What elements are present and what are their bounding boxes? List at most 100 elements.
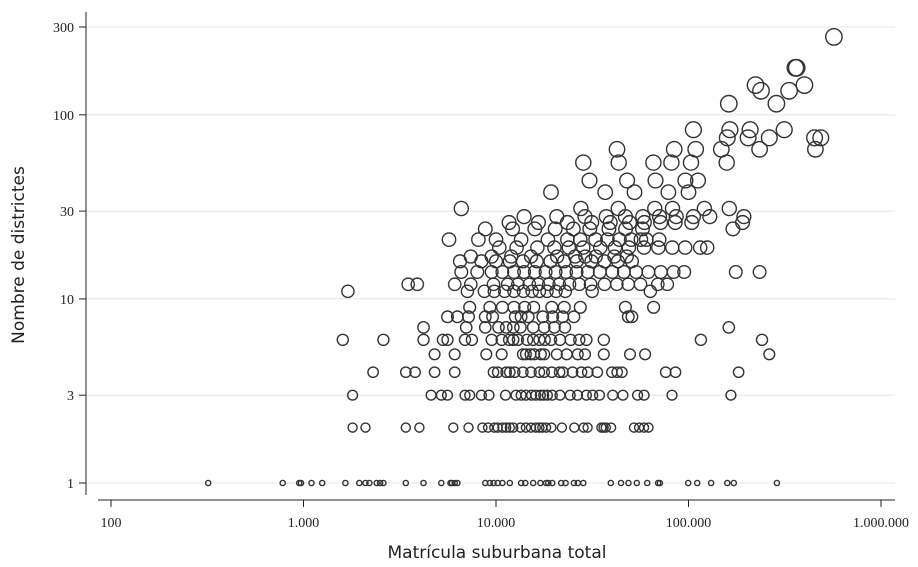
data-point [739, 129, 757, 147]
data-point [527, 264, 542, 280]
data-point [591, 366, 604, 379]
data-point [760, 129, 778, 147]
data-point [477, 221, 493, 237]
data-point [525, 389, 538, 401]
data-point [625, 310, 639, 324]
data-point [517, 264, 532, 280]
data-point [692, 240, 708, 255]
data-point [633, 479, 641, 487]
data-point [522, 277, 537, 292]
data-point [451, 479, 459, 487]
data-point [597, 348, 610, 361]
data-point [550, 348, 563, 361]
data-point [570, 479, 578, 487]
data-point [580, 479, 587, 487]
data-point [420, 479, 427, 487]
data-point [787, 58, 806, 77]
data-point [518, 300, 532, 314]
data-point [571, 389, 584, 401]
data-point [605, 422, 617, 433]
data-point [665, 240, 680, 255]
data-point [567, 310, 581, 324]
data-point [540, 232, 556, 247]
data-point [580, 333, 593, 347]
data-point [557, 300, 571, 314]
data-point [517, 479, 525, 487]
data-point [487, 284, 502, 299]
x-tick-label: 10.000 [477, 516, 516, 531]
data-point [607, 479, 615, 487]
data-point [647, 172, 664, 189]
data-point [684, 214, 700, 231]
data-point [499, 479, 506, 487]
data-point [636, 240, 652, 255]
data-point [609, 277, 624, 292]
data-point [549, 479, 556, 487]
data-point [516, 208, 532, 225]
data-point [508, 366, 521, 379]
data-point [578, 249, 593, 264]
data-point [628, 422, 640, 433]
data-point [534, 348, 547, 361]
data-point [666, 264, 681, 280]
data-point [448, 348, 461, 361]
data-point [347, 422, 358, 433]
data-point [522, 479, 529, 487]
data-point [530, 214, 546, 231]
data-point [560, 348, 573, 361]
data-point [507, 300, 521, 314]
data-point [617, 389, 629, 401]
y-tick-label: 1 [67, 477, 74, 492]
data-point [580, 389, 593, 401]
data-point [428, 348, 441, 361]
data-point [587, 389, 599, 401]
data-point [448, 422, 459, 433]
data-point [507, 333, 520, 347]
data-point [462, 310, 476, 324]
data-point [573, 300, 587, 314]
data-point [666, 389, 678, 401]
data-point [489, 422, 500, 433]
data-point [508, 422, 519, 433]
data-point [204, 479, 212, 487]
data-point [564, 333, 577, 347]
data-point [643, 422, 654, 433]
x-tick-label: 1.000.000 [853, 516, 909, 531]
data-point [487, 366, 500, 379]
data-point [414, 422, 425, 433]
data-point [362, 479, 369, 487]
data-point [486, 479, 494, 487]
data-point [536, 310, 550, 324]
y-tick-label: 300 [53, 21, 74, 36]
y-axis-title: Nombre de districtes [9, 166, 29, 344]
data-point [542, 479, 550, 487]
data-point [806, 140, 824, 158]
x-tick-label: 100.000 [666, 516, 712, 531]
x-axis-title: Matrícula suburbana total [388, 543, 607, 563]
data-point [646, 300, 661, 314]
data-point [593, 389, 606, 401]
data-point [583, 277, 598, 292]
data-point [549, 284, 563, 299]
data-point [573, 333, 586, 347]
data-point [441, 310, 455, 324]
data-point [484, 249, 499, 264]
data-point [653, 214, 669, 231]
data-point [651, 208, 668, 225]
data-point [601, 221, 617, 237]
data-point [719, 94, 738, 113]
data-point [578, 422, 589, 433]
data-point [308, 479, 315, 487]
data-point [653, 264, 668, 280]
data-point [463, 422, 474, 433]
data-point [336, 333, 350, 347]
data-point [509, 240, 524, 255]
data-point [502, 333, 516, 347]
data-point [491, 366, 504, 379]
data-point [624, 254, 640, 269]
data-point [600, 232, 615, 247]
data-point [677, 172, 694, 189]
data-point [633, 277, 648, 292]
data-point [735, 214, 751, 231]
data-point [409, 366, 421, 379]
